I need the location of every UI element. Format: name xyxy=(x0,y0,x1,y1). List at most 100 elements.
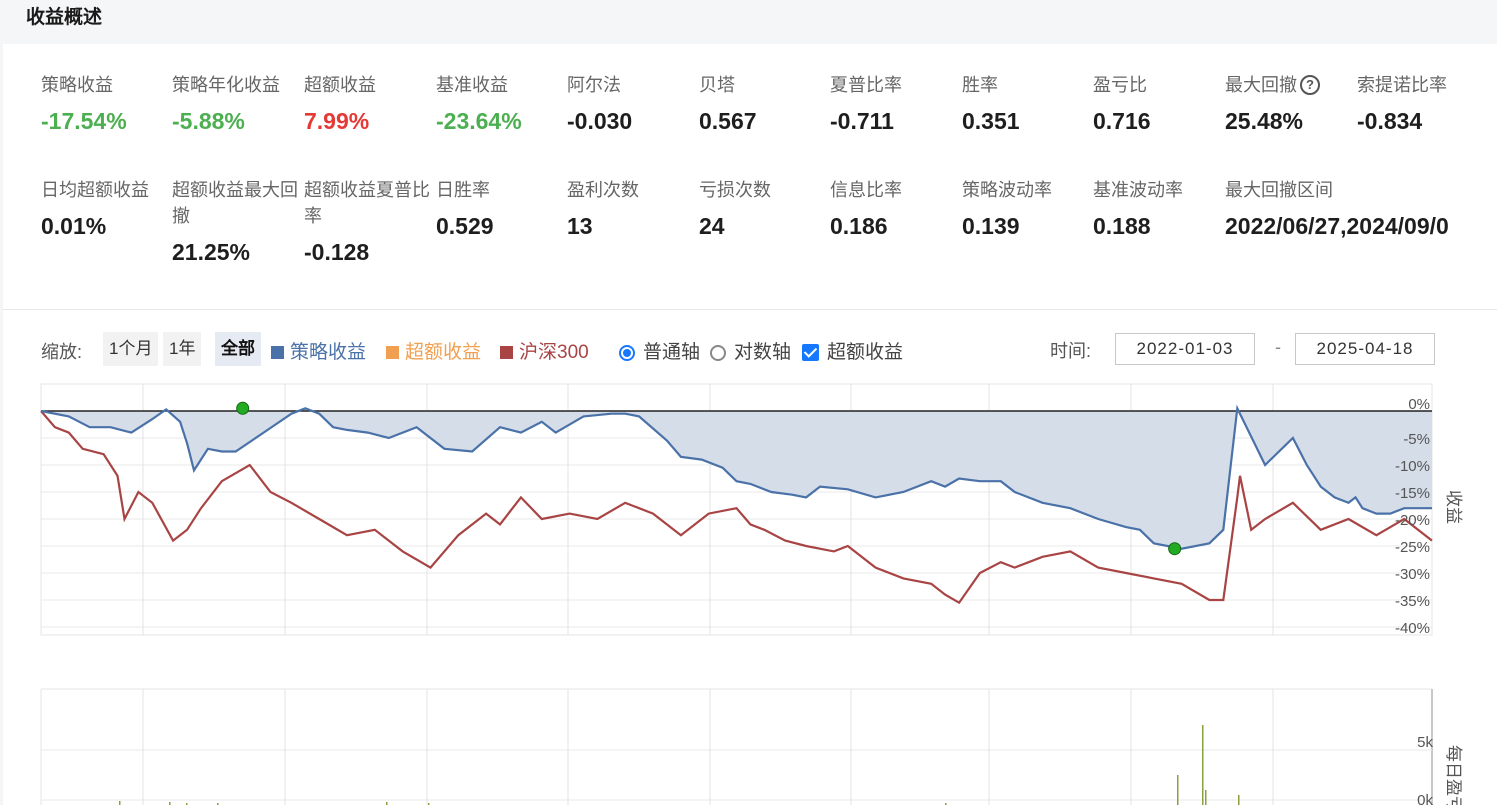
metric-label: 日胜率 xyxy=(436,180,490,200)
legend-color-square xyxy=(500,346,513,359)
metric-label: 信息比率 xyxy=(830,180,902,200)
normal-axis-radio[interactable]: 普通轴 xyxy=(619,337,700,364)
pnl-y-tick-label: 0k xyxy=(1417,792,1433,805)
legend-strategy[interactable]: 策略收益 xyxy=(271,337,366,364)
daily-pnl-bar xyxy=(945,803,947,805)
daily-pnl-y-label: 每日盈亏 xyxy=(1444,745,1463,805)
section-header: 收益概述 xyxy=(0,0,1497,44)
y-tick-label: -10% xyxy=(1395,458,1430,475)
daily-pnl-bar xyxy=(1238,795,1240,805)
metric-value: -0.030 xyxy=(567,108,633,134)
metric-2-8: 基准波动率 0.188 xyxy=(1093,177,1223,240)
metric-value: 0.188 xyxy=(1093,213,1151,239)
metric-value: 0.567 xyxy=(699,108,757,134)
metric-label: 策略年化收益 xyxy=(172,75,280,95)
legend-excess[interactable]: 超额收益 xyxy=(386,337,481,364)
strategy-line xyxy=(40,404,1432,550)
y-tick-label: -30% xyxy=(1395,566,1430,583)
metric-value: 2022/06/27,2024/09/0 xyxy=(1225,213,1449,239)
legend-color-square xyxy=(386,346,399,359)
pnl-y-tick-label: 5k xyxy=(1417,734,1433,751)
metric-label: 最大回撤区间 xyxy=(1225,180,1333,200)
metric-label: 日均超额收益 xyxy=(41,180,149,200)
metric-label: 超额收益 xyxy=(304,75,376,95)
log-axis-label: 对数轴 xyxy=(734,342,792,363)
y-tick-label: 0% xyxy=(1408,396,1430,413)
divider xyxy=(3,309,1497,310)
metric-2-1: 超额收益最大回撤 21.25% xyxy=(172,177,302,266)
metric-1-0: 策略收益 -17.54% xyxy=(41,72,171,135)
y-tick-label: -40% xyxy=(1395,620,1430,637)
metric-1-7: 胜率 0.351 xyxy=(962,72,1092,135)
end-date-input[interactable]: 2025-04-18 xyxy=(1295,333,1435,365)
metric-value: 0.351 xyxy=(962,108,1020,134)
metric-label: 夏普比率 xyxy=(830,75,902,95)
daily-pnl-bar xyxy=(1205,790,1207,805)
y-axis-ticks: 0% -5% -10% -15% -20% -25% -30% -35% -40% xyxy=(1395,396,1430,637)
metric-value: 25.48% xyxy=(1225,108,1304,134)
metric-label: 超额收益夏普比率 xyxy=(304,180,430,226)
y-tick-label: -15% xyxy=(1395,485,1430,502)
hs300-line xyxy=(40,410,1433,605)
start-date-input[interactable]: 2022-01-03 xyxy=(1115,333,1255,365)
legend-hs300[interactable]: 沪深300 xyxy=(500,337,589,364)
metric-value: -23.64% xyxy=(436,108,522,134)
zoom-all-button[interactable]: 全部 xyxy=(215,332,261,366)
zoom-1-month-button[interactable]: 1个月 xyxy=(103,332,159,366)
daily-pnl-bars xyxy=(119,725,1240,805)
metric-2-9: 最大回撤区间 2022/06/27,2024/09/0 xyxy=(1225,177,1497,240)
metric-value: 0.139 xyxy=(962,213,1020,239)
metric-value: 0.716 xyxy=(1093,108,1151,134)
metric-label: 索提诺比率 xyxy=(1357,75,1447,95)
help-icon[interactable]: ? xyxy=(1300,75,1320,95)
date-separator: - xyxy=(1275,337,1281,357)
normal-axis-label: 普通轴 xyxy=(643,342,701,363)
metric-label: 策略波动率 xyxy=(962,180,1052,200)
daily-pnl-bar xyxy=(1202,725,1204,805)
excess-toggle-checkbox[interactable]: 超额收益 xyxy=(802,337,903,364)
legend-strategy-label: 策略收益 xyxy=(290,342,367,363)
time-label: 时间: xyxy=(1050,341,1092,361)
metric-1-4: 阿尔法 -0.030 xyxy=(567,72,697,135)
metric-value: 0.529 xyxy=(436,213,494,239)
daily-pnl-grid xyxy=(40,688,1433,805)
metric-1-2: 超额收益 7.99% xyxy=(304,72,434,135)
metric-1-5: 贝塔 0.567 xyxy=(699,72,829,135)
metric-label: 贝塔 xyxy=(699,75,735,95)
metric-2-7: 策略波动率 0.139 xyxy=(962,177,1092,240)
y-tick-label: -35% xyxy=(1395,593,1430,610)
daily-pnl-y-ticks: 5k 0k xyxy=(1417,734,1433,805)
metric-value: 0.01% xyxy=(41,213,107,239)
radio-unchecked-icon xyxy=(710,345,726,361)
daily-pnl-bar xyxy=(1177,775,1179,805)
daily-pnl-bar xyxy=(119,801,121,805)
zoom-1-year-button[interactable]: 1年 xyxy=(163,332,202,366)
metric-label: 基准收益 xyxy=(436,75,508,95)
metric-value: -0.128 xyxy=(304,239,370,265)
metric-label: 最大回撤? xyxy=(1225,72,1355,98)
y-axis-label: 收益 xyxy=(1444,490,1463,524)
legend-excess-label: 超额收益 xyxy=(405,342,482,363)
log-axis-radio[interactable]: 对数轴 xyxy=(710,337,791,364)
metric-value: 0.186 xyxy=(830,213,888,239)
zoom-label: 缩放: xyxy=(41,342,83,362)
metrics-grid: 策略收益 -17.54% 策略年化收益 -5.88% 超额收益 7.99% 基准收益 -23.… xyxy=(3,44,1497,309)
y-tick-label: -5% xyxy=(1403,431,1430,448)
metric-1-10: 索提诺比率 -0.834 xyxy=(1357,72,1487,135)
chart-toolbar: 缩放: 1个月 1年 全部 策略收益 超额收益 沪深300 普通轴 对数轴 超额… xyxy=(3,332,1497,368)
metric-2-4: 盈利次数 13 xyxy=(567,177,697,240)
drawdown-marker xyxy=(236,401,250,415)
y-tick-label: -20% xyxy=(1395,512,1430,529)
metric-label: 胜率 xyxy=(962,75,998,95)
metric-2-6: 信息比率 0.186 xyxy=(830,177,960,240)
metric-value: 13 xyxy=(567,213,593,239)
metric-value: -0.834 xyxy=(1357,108,1423,134)
checkbox-checked-icon xyxy=(802,344,819,361)
metric-2-2: 超额收益夏普比率 -0.128 xyxy=(304,177,434,266)
drawdown-marker xyxy=(1168,542,1182,556)
metric-value: 24 xyxy=(699,213,725,239)
metric-1-1: 策略年化收益 -5.88% xyxy=(172,72,302,135)
metric-label: 亏损次数 xyxy=(699,180,771,200)
metric-2-5: 亏损次数 24 xyxy=(699,177,829,240)
